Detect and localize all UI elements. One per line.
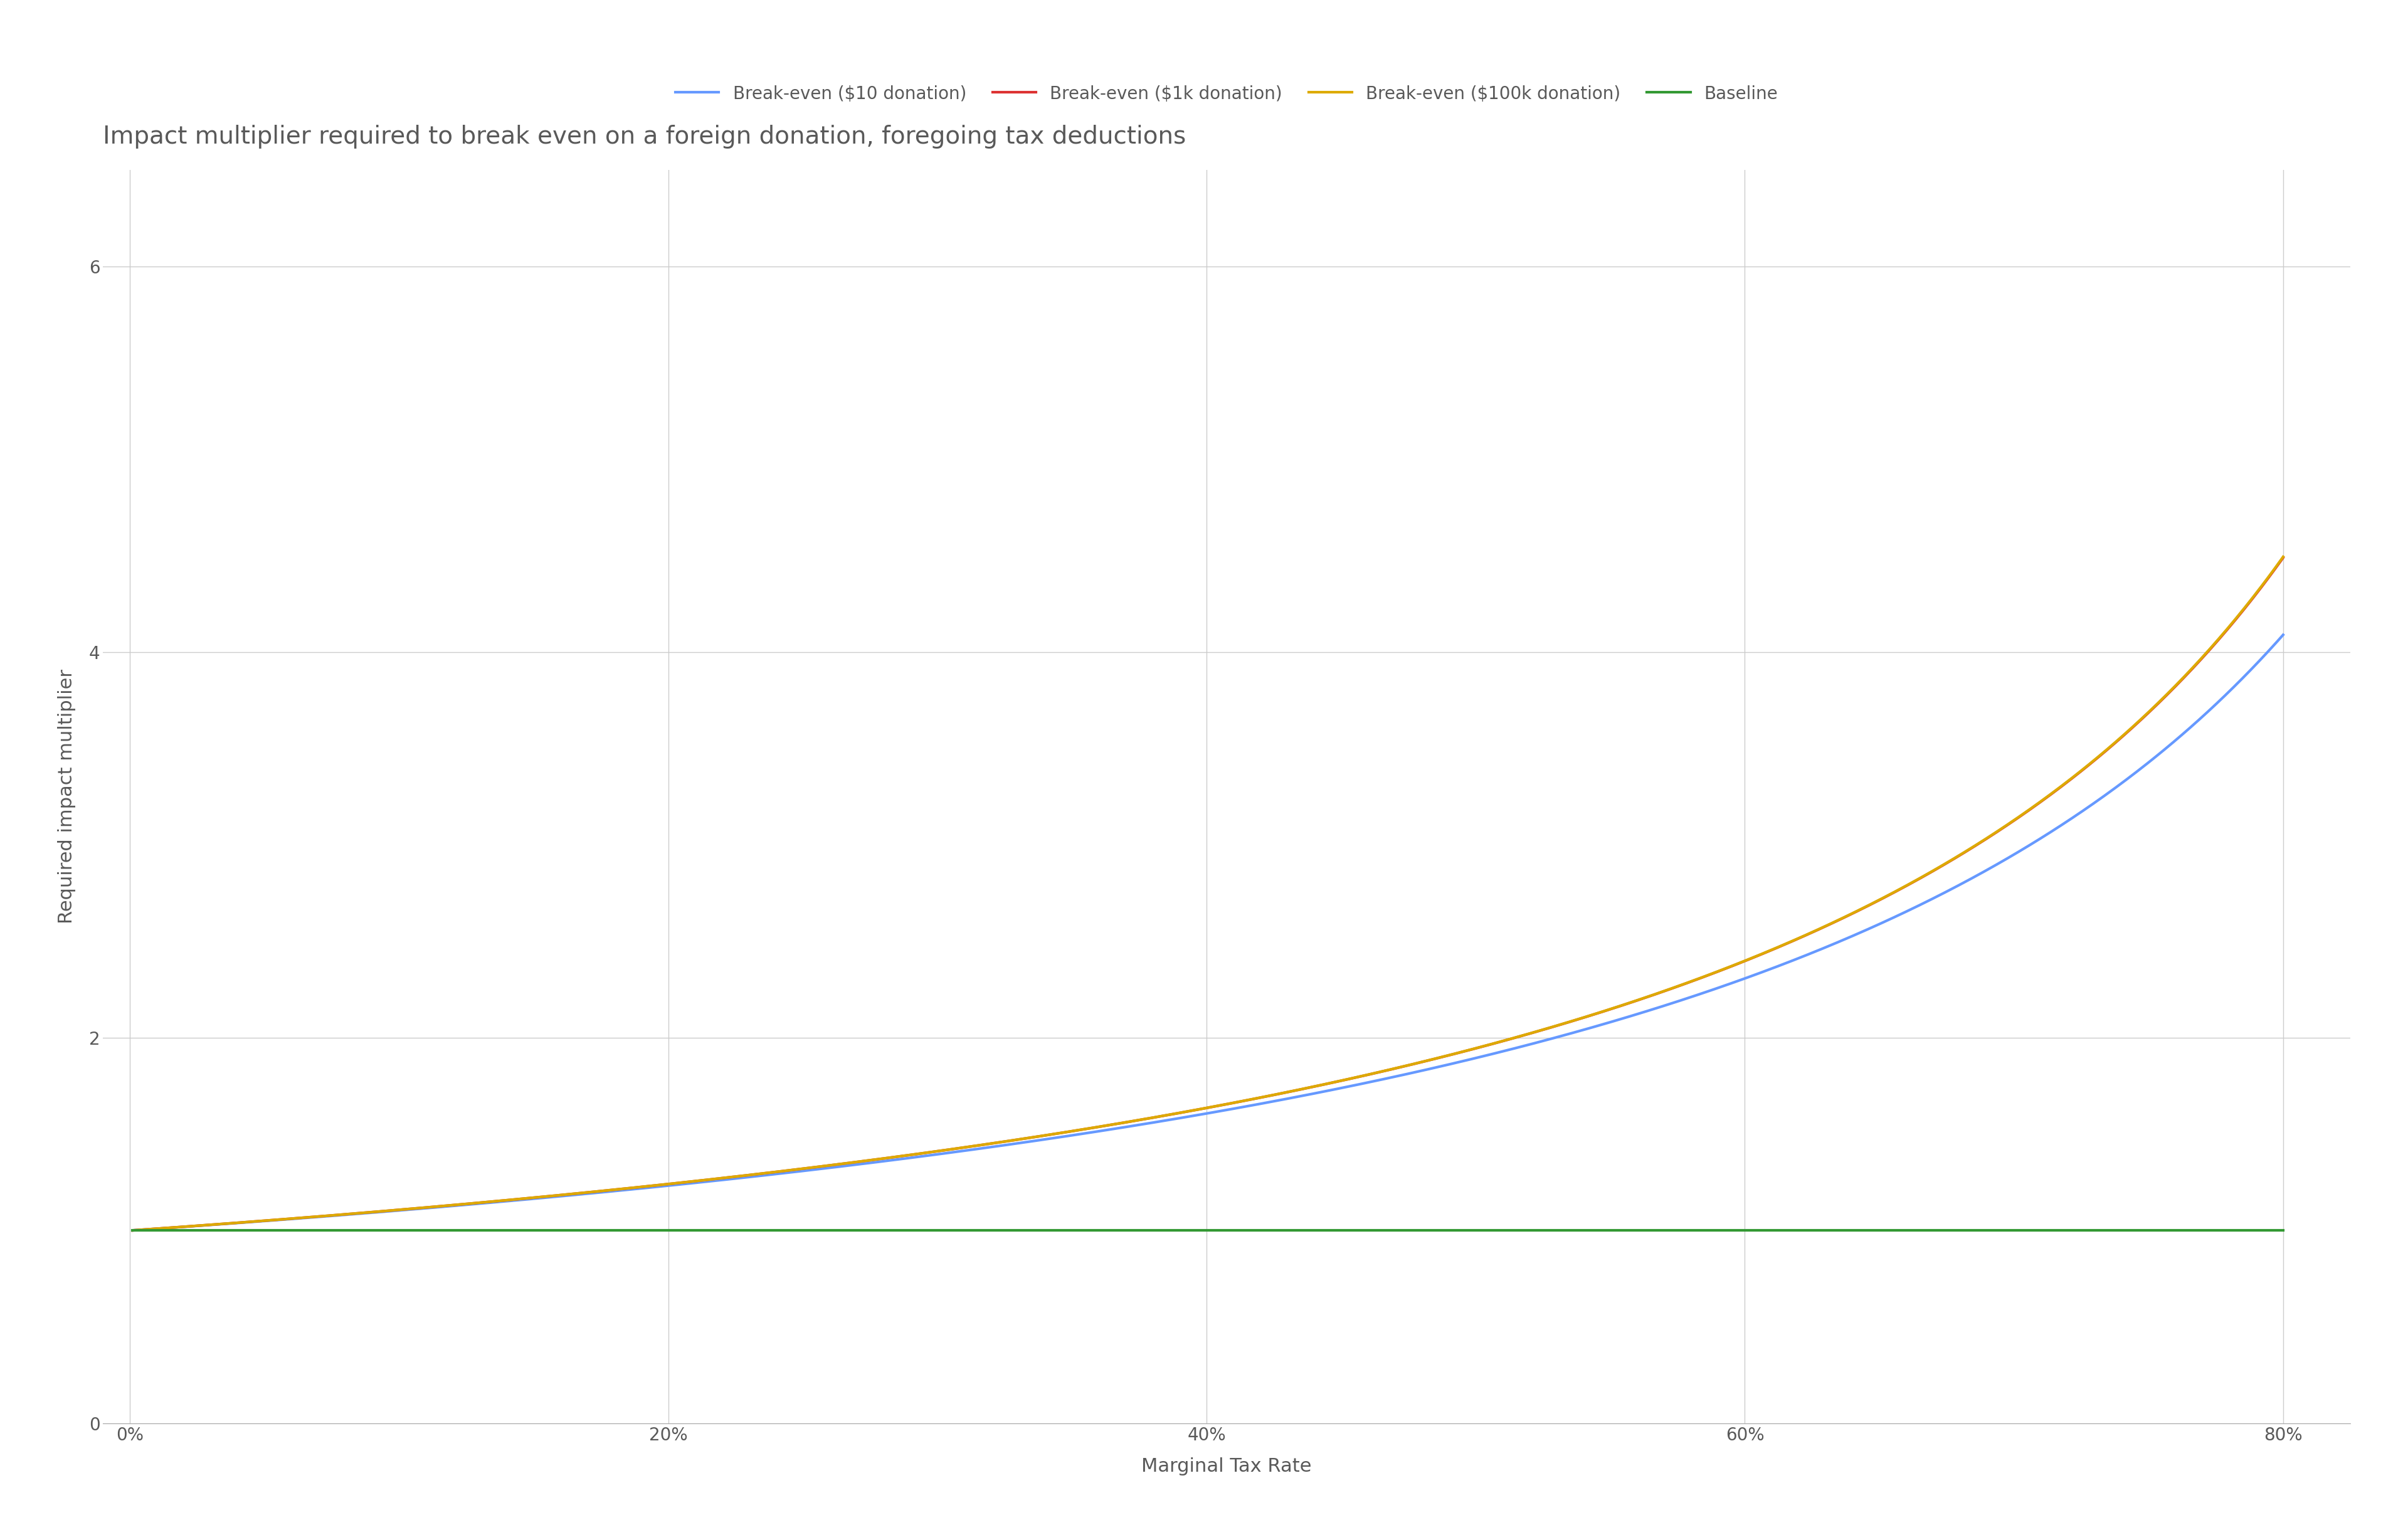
Baseline	[1064, 1221, 1093, 1239]
Break-even ($100k donation)	[337, 1204, 366, 1223]
Break-even ($10 donation)	[1594, 1014, 1623, 1032]
Break-even ($100k donation)	[1594, 1000, 1623, 1018]
Baseline	[987, 1221, 1016, 1239]
Text: Impact multiplier required to break even on a foreign donation, foregoing tax de: Impact multiplier required to break even…	[104, 124, 1187, 148]
Line: Break-even ($1k donation): Break-even ($1k donation)	[132, 558, 2283, 1230]
Break-even ($100k donation)	[2268, 548, 2297, 567]
Break-even ($10 donation)	[987, 1136, 1016, 1154]
Break-even ($1k donation)	[1594, 1000, 1623, 1018]
Break-even ($100k donation)	[987, 1133, 1016, 1151]
Baseline	[1835, 1221, 1864, 1239]
Break-even ($1k donation)	[1064, 1121, 1093, 1139]
X-axis label: Marginal Tax Rate: Marginal Tax Rate	[1141, 1457, 1312, 1476]
Break-even ($1k donation)	[987, 1133, 1016, 1151]
Baseline	[2268, 1221, 2297, 1239]
Break-even ($10 donation)	[337, 1204, 366, 1223]
Line: Break-even ($100k donation): Break-even ($100k donation)	[132, 558, 2283, 1230]
Baseline	[1794, 1221, 1823, 1239]
Break-even ($10 donation)	[1794, 945, 1823, 964]
Break-even ($1k donation)	[337, 1204, 366, 1223]
Break-even ($100k donation)	[118, 1221, 147, 1239]
Y-axis label: Required impact multiplier: Required impact multiplier	[58, 670, 75, 924]
Break-even ($100k donation)	[1794, 924, 1823, 942]
Baseline	[337, 1221, 366, 1239]
Break-even ($1k donation)	[1835, 906, 1864, 924]
Break-even ($1k donation)	[118, 1221, 147, 1239]
Baseline	[1594, 1221, 1623, 1239]
Baseline	[118, 1221, 147, 1239]
Break-even ($10 donation)	[1835, 929, 1864, 947]
Break-even ($1k donation)	[1794, 924, 1823, 942]
Break-even ($100k donation)	[1835, 906, 1864, 924]
Break-even ($10 donation)	[118, 1221, 147, 1239]
Legend: Break-even ($10 donation), Break-even ($1k donation), Break-even ($100k donation: Break-even ($10 donation), Break-even ($…	[669, 79, 1784, 109]
Break-even ($10 donation)	[2268, 626, 2297, 644]
Break-even ($1k donation)	[2268, 548, 2297, 567]
Break-even ($10 donation)	[1064, 1126, 1093, 1144]
Line: Break-even ($10 donation): Break-even ($10 donation)	[132, 635, 2283, 1230]
Break-even ($100k donation)	[1064, 1121, 1093, 1139]
